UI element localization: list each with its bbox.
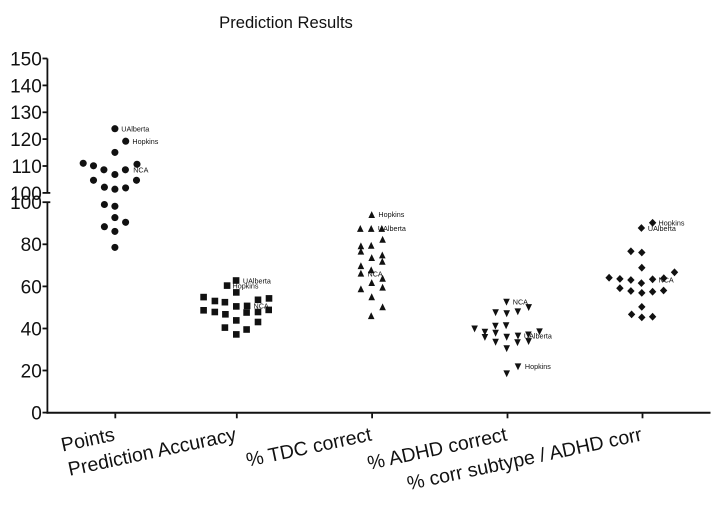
svg-text:Prediction Results: Prediction Results — [219, 13, 353, 32]
svg-text:Hopkins: Hopkins — [233, 282, 259, 291]
svg-text:20: 20 — [21, 361, 42, 382]
svg-text:40: 40 — [21, 319, 42, 340]
svg-text:80: 80 — [21, 235, 42, 256]
svg-text:140: 140 — [10, 76, 42, 97]
svg-text:NCA: NCA — [254, 302, 269, 311]
svg-text:120: 120 — [10, 130, 42, 151]
svg-text:Hopkins: Hopkins — [659, 218, 685, 227]
svg-text:100: 100 — [10, 184, 42, 205]
svg-text:Hopkins: Hopkins — [378, 210, 404, 219]
svg-text:UAlberta: UAlberta — [243, 277, 271, 286]
svg-text:NCA: NCA — [133, 165, 148, 174]
svg-text:UAlberta: UAlberta — [121, 124, 149, 133]
svg-text:100: 100 — [10, 193, 42, 214]
svg-text:NCA: NCA — [659, 276, 674, 285]
svg-text:0: 0 — [31, 404, 42, 425]
svg-text:NCA: NCA — [368, 270, 383, 279]
svg-text:110: 110 — [12, 157, 42, 178]
svg-text:UAlberta: UAlberta — [648, 224, 676, 233]
svg-text:130: 130 — [10, 103, 42, 124]
svg-text:Hopkins: Hopkins — [525, 362, 551, 371]
svg-text:UAlberta: UAlberta — [378, 224, 406, 233]
svg-text:NCA: NCA — [513, 298, 528, 307]
svg-text:150: 150 — [10, 49, 42, 70]
svg-text:UAlberta: UAlberta — [524, 332, 552, 341]
svg-text:60: 60 — [21, 277, 42, 298]
svg-text:Hopkins: Hopkins — [132, 137, 158, 146]
